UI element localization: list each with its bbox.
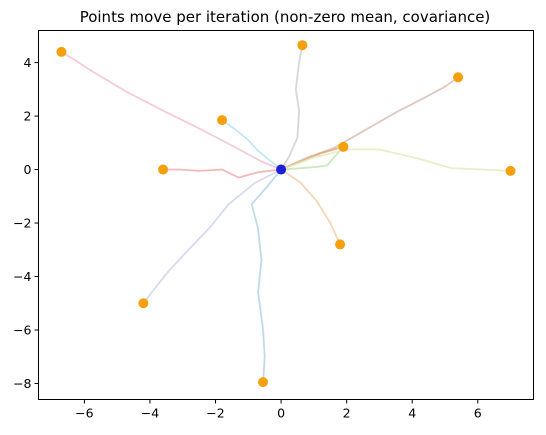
trajectory-line	[142, 168, 282, 304]
endpoint-marker	[258, 377, 269, 388]
endpoint-marker	[158, 164, 169, 175]
trajectory-line	[281, 146, 345, 171]
endpoint-marker	[453, 72, 464, 83]
y-tick-label: −4	[13, 269, 31, 284]
y-tick-label: 2	[24, 109, 32, 124]
x-tick-label: 0	[277, 406, 285, 421]
x-tick-label: 4	[408, 406, 416, 421]
x-tick-label: 2	[343, 406, 351, 421]
endpoint-marker	[297, 40, 308, 51]
x-tick-label: −6	[75, 406, 93, 421]
y-tick-label: 0	[24, 162, 32, 177]
y-tick-label: −2	[13, 216, 31, 231]
trajectory-line	[280, 45, 304, 170]
x-tick-label: −2	[206, 406, 224, 421]
center-point	[276, 164, 287, 175]
axes-frame	[38, 30, 534, 400]
chart-title: Points move per iteration (non-zero mean…	[80, 8, 491, 26]
y-tick-label: −8	[13, 376, 31, 391]
y-tick-label: 4	[24, 55, 32, 70]
x-axis: −6 −4 −2 0 2 4 6	[75, 399, 482, 421]
endpoint-marker	[338, 141, 349, 152]
y-axis: −8 −6 −4 −2 0 2 4	[13, 55, 39, 391]
plot-area	[56, 40, 516, 388]
trajectory-line	[280, 168, 341, 245]
trajectory-line	[280, 76, 459, 171]
trajectory-line	[250, 168, 282, 383]
trajectory-line	[280, 148, 511, 172]
x-tick-label: 6	[474, 406, 482, 421]
endpoint-marker	[335, 239, 346, 250]
endpoint-marker	[56, 46, 67, 57]
trajectory-line	[60, 51, 282, 171]
endpoint-marker	[217, 115, 228, 126]
y-tick-label: −6	[13, 322, 31, 337]
endpoint-marker	[138, 298, 149, 309]
trajectory-line	[163, 168, 282, 179]
trajectory-line	[221, 119, 282, 171]
x-tick-label: −4	[141, 406, 159, 421]
endpoint-marker	[505, 165, 516, 176]
